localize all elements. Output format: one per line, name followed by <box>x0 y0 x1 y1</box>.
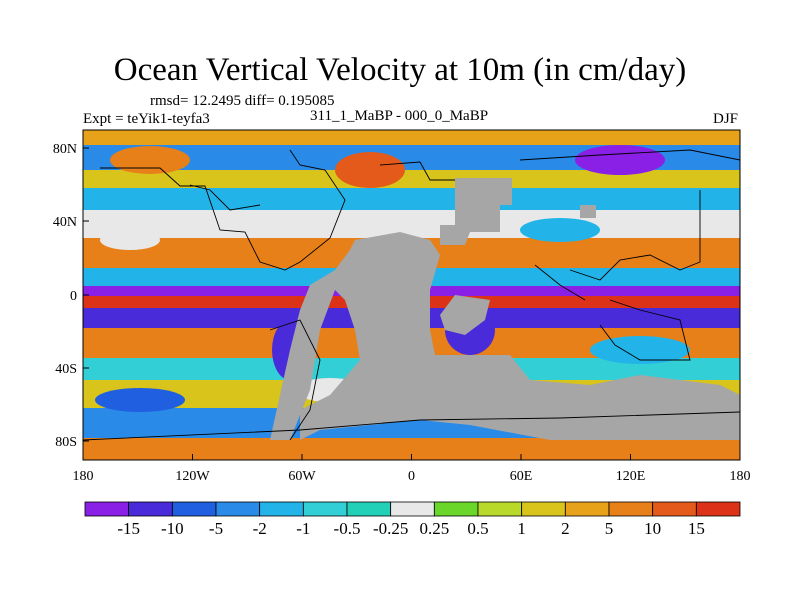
coastline <box>269 319 321 441</box>
colorbar-label: -5 <box>209 519 223 538</box>
colorbar-label: -1 <box>296 519 310 538</box>
colorbar-label: 0.25 <box>419 519 449 538</box>
colorbar-box <box>346 501 392 517</box>
field-patch <box>590 336 690 364</box>
field-patch <box>520 218 600 242</box>
north-midlat-band <box>83 170 740 188</box>
lat-tick-label: 80S <box>55 435 77 450</box>
land-mass <box>440 178 512 245</box>
colorbar-label: -0.25 <box>373 519 408 538</box>
field-patch <box>95 388 185 412</box>
land-mass <box>270 232 740 440</box>
lat-axis: 80N 40N 0 40S 80S <box>53 142 89 450</box>
colorbar-label: -10 <box>161 519 184 538</box>
antarctic-band <box>83 438 740 460</box>
colorbar-box <box>652 501 697 517</box>
lat-tick-label: 0 <box>70 289 77 304</box>
colorbar-box <box>695 501 741 517</box>
lon-tick-label: 0 <box>408 469 415 484</box>
field-patch <box>100 230 160 250</box>
colorbar-box <box>302 501 348 517</box>
colorbar-box <box>521 501 566 517</box>
stats-text: rmsd= 12.2495 diff= 0.195085 <box>150 93 335 109</box>
land-mass <box>580 205 596 218</box>
lon-tick-label: 180 <box>730 469 751 484</box>
north-subtropic-band <box>83 210 740 238</box>
lat-tick-label: 80N <box>53 142 77 157</box>
colorbar-box <box>84 501 130 517</box>
lon-tick-label: 180 <box>73 469 94 484</box>
colorbar-box <box>128 501 173 517</box>
colorbar-box <box>390 501 435 517</box>
colorbar-label: -0.5 <box>334 519 361 538</box>
coastline <box>379 161 455 181</box>
colorbar-label: 2 <box>561 519 570 538</box>
colorbar-label: 0.5 <box>467 519 488 538</box>
colorbar-box <box>433 501 479 517</box>
colorbar: -15 -10 -5 -2 -1 -0.5 -0.25 0.25 0.5 1 2 5 10 15 <box>84 501 741 538</box>
coastline <box>189 184 261 211</box>
colorbar-box <box>564 501 610 517</box>
coastline <box>100 149 346 271</box>
land-mass <box>440 295 490 335</box>
coastline <box>519 149 740 161</box>
colorbar-box <box>215 501 261 517</box>
coastline <box>83 411 740 441</box>
colorbar-label: 1 <box>517 519 526 538</box>
lon-axis: 180 120W 60W 0 60E 120E 180 <box>73 454 751 484</box>
comparison-text: 311_1_MaBP - 000_0_MaBP <box>310 108 489 124</box>
lon-tick-label: 60W <box>288 469 316 484</box>
lat-tick-label: 40S <box>55 362 77 377</box>
colorbar-label: -2 <box>253 519 267 538</box>
colorbar-box <box>608 501 654 517</box>
season-text: DJF <box>713 111 739 127</box>
colorbar-box <box>171 501 217 517</box>
lon-tick-label: 60E <box>510 469 533 484</box>
colorbar-label: 10 <box>644 519 661 538</box>
north-subpolar-band <box>83 188 740 210</box>
field-patch <box>575 145 665 175</box>
colorbar-box <box>259 501 304 517</box>
coastline <box>569 190 701 281</box>
field-patch <box>110 146 190 174</box>
lon-tick-label: 120W <box>175 469 210 484</box>
colorbar-label: -15 <box>117 519 140 538</box>
coastline <box>534 264 586 301</box>
colorbar-label: 5 <box>605 519 614 538</box>
expt-text: Expt = teYik1-teyfa3 <box>83 111 210 127</box>
field-patch <box>335 152 405 188</box>
lon-tick-label: 120E <box>616 469 646 484</box>
map-plot <box>83 130 740 460</box>
chart-title: Ocean Vertical Velocity at 10m (in cm/da… <box>113 52 687 88</box>
coastline <box>599 299 691 361</box>
colorbar-box <box>477 501 523 517</box>
coastlines <box>83 149 740 441</box>
lat-tick-label: 40N <box>53 215 77 230</box>
colorbar-label: 15 <box>688 519 705 538</box>
